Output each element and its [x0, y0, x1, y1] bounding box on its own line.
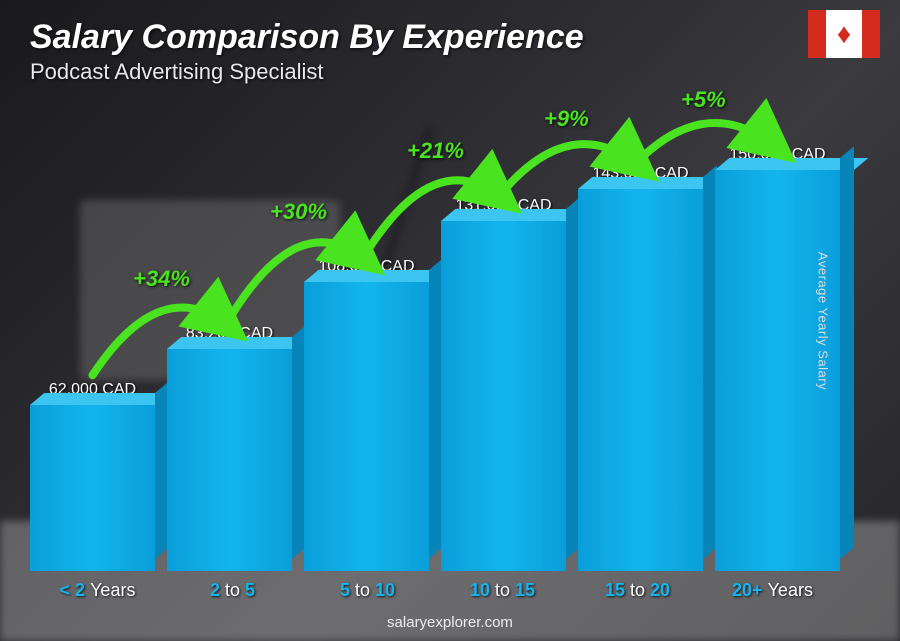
percent-change-label: +5%	[681, 87, 726, 113]
x-axis-label: 5 to 10	[300, 580, 435, 601]
footer-text: salaryexplorer.com	[0, 614, 900, 631]
x-axis: < 2 Years2 to 55 to 1010 to 1515 to 2020…	[30, 580, 840, 601]
percent-change-label: +9%	[544, 106, 589, 132]
x-axis-label: 15 to 20	[570, 580, 705, 601]
bar-chart: 62,000 CAD 83,200 CAD 108,000 CAD 131,00…	[30, 150, 840, 571]
x-axis-label: 20+ Years	[705, 580, 840, 601]
growth-arrow-icon	[504, 144, 641, 191]
percent-change-label: +21%	[407, 138, 464, 164]
y-axis-label: Average Yearly Salary	[815, 251, 830, 389]
x-axis-label: < 2 Years	[30, 580, 165, 601]
x-axis-label: 10 to 15	[435, 580, 570, 601]
growth-arrow-icon	[230, 242, 367, 318]
percent-change-label: +34%	[133, 266, 190, 292]
x-axis-label: 2 to 5	[165, 580, 300, 601]
growth-arrow-icon	[641, 123, 778, 159]
growth-arrow-icon	[93, 308, 230, 376]
percent-change-label: +30%	[270, 199, 327, 225]
growth-arrow-icon	[367, 180, 504, 252]
